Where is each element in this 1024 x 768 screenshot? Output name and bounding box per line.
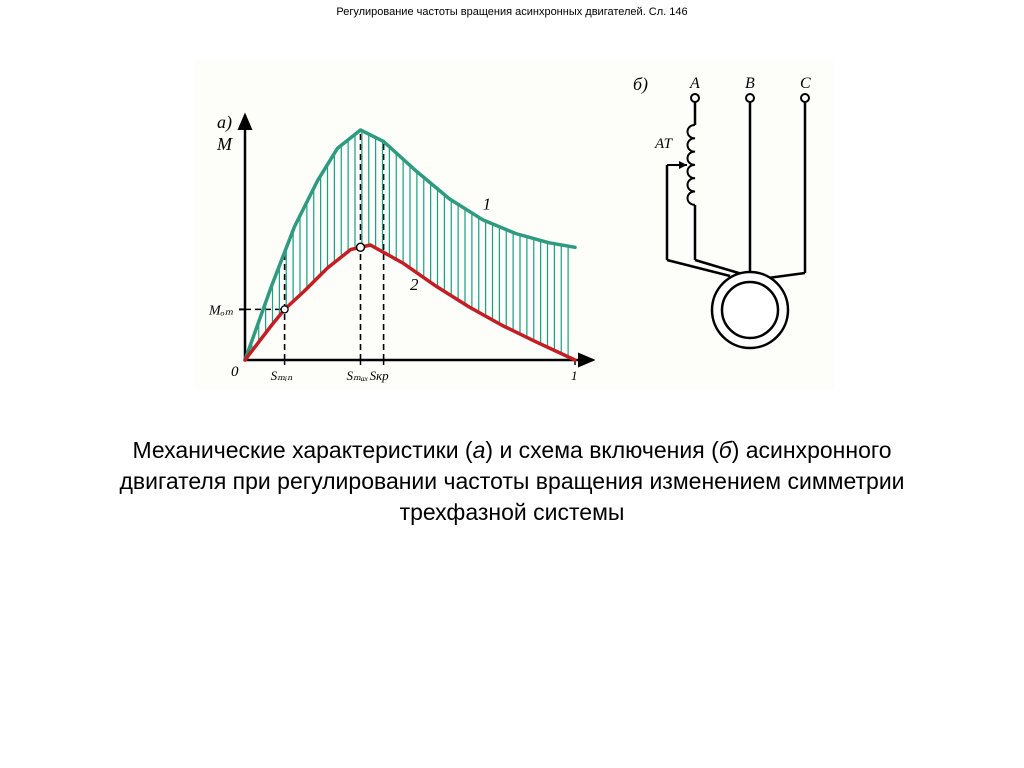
svg-text:Sкр: Sкр [370, 368, 390, 383]
caption-part-3-italic: б [719, 437, 732, 463]
schematic-panel-b: б) A B C АТ [595, 60, 835, 390]
slide-header: Регулирование частоты вращения асинхронн… [0, 6, 1024, 18]
svg-text:A: A [689, 75, 700, 92]
svg-text:1: 1 [571, 368, 578, 383]
svg-text:а): а) [217, 112, 232, 133]
svg-text:б): б) [633, 74, 648, 95]
svg-text:B: B [745, 75, 755, 92]
chart-panel-a: а)ММₒₘ0SSₘᵢₙSₘₐₓSкр112 [195, 60, 595, 390]
svg-text:АТ: АТ [654, 136, 674, 152]
svg-text:2: 2 [410, 275, 419, 294]
svg-text:Sₘₐₓ: Sₘₐₓ [347, 368, 369, 383]
svg-text:Sₘᵢₙ: Sₘᵢₙ [271, 368, 294, 383]
svg-text:Мₒₘ: Мₒₘ [208, 303, 234, 318]
figure-container: а)ММₒₘ0SSₘᵢₙSₘₐₓSкр112 б)ABCАТ [195, 60, 835, 390]
svg-text:1: 1 [483, 195, 492, 214]
svg-text:М: М [216, 134, 233, 154]
mechanical-characteristics-chart: а)ММₒₘ0SSₘᵢₙSₘₐₓSкр112 [195, 60, 595, 390]
figure-caption: Механические характеристики (а) и схема … [100, 435, 924, 528]
caption-part-2: ) и схема включения ( [485, 437, 718, 463]
caption-part-1-italic: а [473, 437, 486, 463]
connection-schematic: б) A B C АТ [595, 60, 835, 390]
svg-text:0: 0 [231, 364, 239, 380]
svg-text:C: C [800, 75, 811, 92]
caption-part-0: Механические характеристики ( [132, 437, 472, 463]
